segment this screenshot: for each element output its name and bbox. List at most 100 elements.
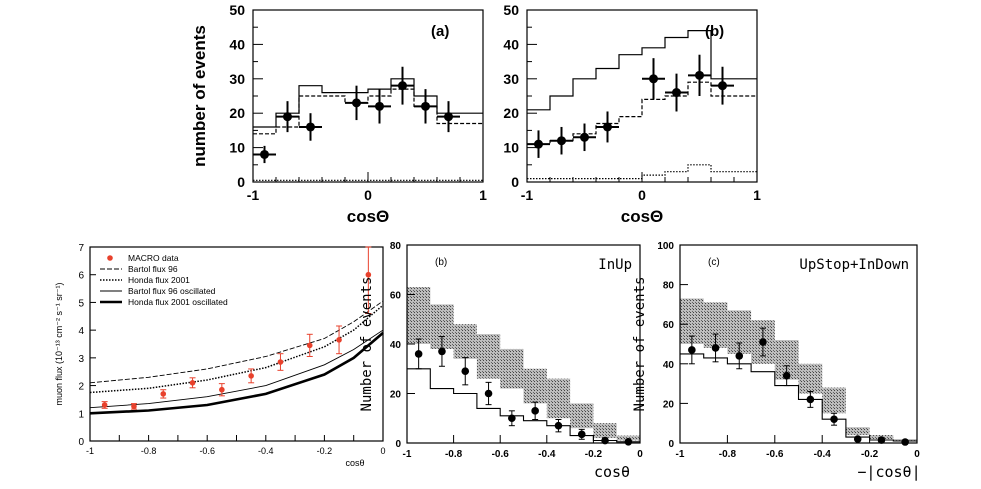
x-tick-label: -0.6	[199, 446, 215, 456]
legend-entry: Bartol flux 96	[128, 264, 178, 274]
y-tick-label: 7	[78, 243, 84, 254]
y-axis-label: Number of events	[632, 277, 648, 412]
y-tick-label: 10	[503, 140, 519, 156]
data-point	[695, 70, 704, 80]
x-tick-label: -0.6	[766, 449, 784, 460]
x-tick-label: 0	[364, 187, 372, 203]
panel-title: InUp	[598, 257, 632, 273]
data-point	[806, 395, 815, 404]
data-point	[398, 81, 407, 91]
legend-entry: Honda flux 2001	[128, 275, 190, 285]
band-bin	[523, 368, 547, 404]
band-bin	[546, 378, 571, 419]
band-bin	[727, 310, 752, 354]
y-tick-label: 0	[668, 439, 674, 450]
y-tick-label: 20	[663, 399, 675, 410]
y-tick-label: 10	[229, 140, 245, 156]
band-bin	[703, 302, 728, 348]
x-tick-label: -0.4	[258, 446, 274, 456]
y-tick-label: 40	[229, 36, 245, 52]
y-tick-label: 5	[78, 298, 84, 309]
histogram-solid	[253, 78, 483, 128]
data-point	[160, 391, 167, 397]
data-point	[508, 414, 516, 423]
legend-entry: Honda flux 2001 oscillated	[128, 297, 228, 307]
y-axis-label: number of events	[190, 25, 209, 167]
data-point	[260, 149, 269, 159]
y-tick-label: 30	[229, 71, 245, 87]
band-bin	[430, 304, 454, 349]
data-point	[711, 344, 720, 352]
panel-label: (b)	[705, 23, 724, 40]
panel-d: 0 20 40 60 80 -1 -0.8 -0.6 -0.4 -0.2 0 (b) InUp cosθ N…	[359, 241, 643, 481]
x-tick-label: 0	[914, 449, 920, 460]
panel-title: UpStop+InDown	[799, 257, 909, 273]
x-tick-label: -1	[403, 449, 412, 460]
histogram-expected	[680, 353, 917, 442]
data-point	[580, 132, 589, 142]
data-point	[444, 112, 453, 122]
y-tick-label: 0	[395, 439, 401, 450]
y-tick-label: 3	[78, 354, 84, 365]
data-point	[438, 347, 446, 356]
band-bin	[680, 298, 704, 344]
panel-label: (c)	[708, 257, 720, 268]
data-point	[461, 367, 470, 376]
x-tick-label: -0.2	[317, 446, 333, 456]
curve-bartol-flux-96	[89, 300, 384, 384]
data-point	[735, 352, 744, 360]
legend-entry: Bartol flux 96 oscillated	[128, 286, 216, 296]
x-tick-label: 1	[753, 187, 761, 203]
data-point	[534, 139, 543, 149]
y-tick-label: 20	[503, 105, 519, 121]
data-point	[306, 342, 313, 349]
y-tick-label: 50	[503, 2, 519, 18]
band-bin	[845, 427, 870, 436]
x-tick-label: -0.2	[585, 449, 603, 460]
x-tick-label: -1	[86, 446, 94, 456]
y-tick-label: 40	[390, 340, 402, 351]
band-bin	[593, 423, 617, 439]
data-point	[782, 371, 791, 380]
data-point	[484, 389, 493, 398]
data-point	[554, 421, 563, 430]
x-tick-label: -0.8	[445, 449, 463, 460]
x-tick-label: 1	[479, 187, 487, 203]
histogram-dashed	[253, 88, 483, 135]
data-point	[601, 436, 609, 445]
data-point	[306, 122, 315, 132]
y-tick-label: 4	[78, 326, 84, 337]
data-point	[624, 437, 633, 446]
x-tick-label: -0.8	[141, 446, 157, 456]
data-point	[421, 101, 430, 111]
band-bin	[476, 334, 501, 379]
curve-honda-flux-2001-oscillated	[89, 331, 384, 415]
band-bin	[774, 340, 799, 380]
y-axis-label: muon flux (10⁻¹³ cm⁻² s⁻¹ sr⁻¹)	[54, 282, 64, 405]
y-tick-label: 0	[237, 174, 245, 190]
x-tick-label: -0.6	[492, 449, 510, 460]
y-tick-label: 100	[657, 241, 674, 252]
histogram-expected	[407, 368, 640, 443]
panel-e: 0 20 40 60 80 100 -1 -0.8 -0.6 -0.4 -0.2 0 (c) UpStop…	[632, 241, 921, 481]
x-tick-label: -1	[521, 187, 534, 203]
data-point	[901, 438, 909, 446]
panel-label: (a)	[431, 23, 449, 40]
x-tick-label: 0	[638, 187, 646, 203]
x-tick-label: -1	[676, 449, 685, 460]
x-axis-label: cosθ	[345, 458, 364, 468]
x-axis-label: cosΘ	[621, 207, 664, 226]
data-point	[830, 415, 838, 424]
x-axis-label: −|cosθ|	[857, 463, 920, 481]
data-point	[189, 380, 196, 386]
x-tick-label: 0	[637, 449, 643, 460]
data-point	[375, 101, 384, 111]
y-tick-label: 80	[663, 281, 675, 292]
histogram-solid	[527, 30, 757, 111]
legend-entry: MACRO data	[128, 253, 179, 263]
data-point	[248, 373, 254, 379]
x-tick-label: 0	[380, 446, 385, 456]
